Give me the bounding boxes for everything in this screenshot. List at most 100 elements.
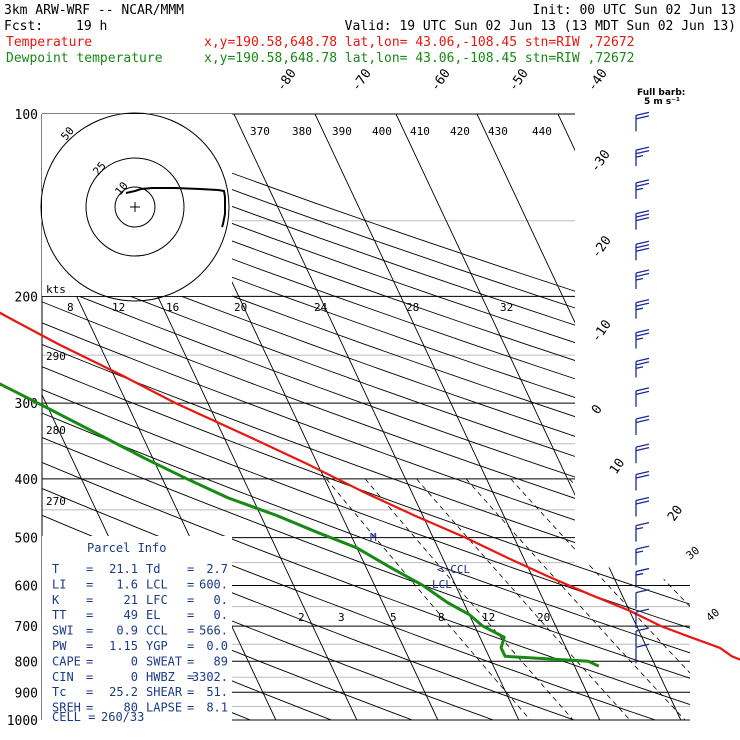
parcel-key-CCL: CCL xyxy=(146,624,168,638)
isotherm-label-9: 10 xyxy=(607,456,628,477)
parcel-key-SWEAT: SWEAT xyxy=(146,654,182,668)
wind-barb-458 xyxy=(635,496,650,517)
hodograph-ring-10 xyxy=(114,186,156,228)
dewpoint-location: x,y=190.58,648.78 lat,lon= 43.06,-108.45… xyxy=(204,51,634,66)
temperature-trace xyxy=(0,311,740,661)
mixing-label-24: 24 xyxy=(314,301,328,314)
isotherm-40 xyxy=(638,114,690,720)
isotherm-labels: -80 -70 -60 -50 -40 -30 -20 -10 0 10 20 xyxy=(274,66,686,524)
parcel-value-HWBZ: 3302. xyxy=(192,670,228,684)
adiabat-label-270: 270 xyxy=(46,495,66,508)
wind-barb-242 xyxy=(635,328,650,349)
parcel-value-T: 21.1 xyxy=(109,562,138,576)
isotherm-label-7: -10 xyxy=(589,317,615,345)
pressure-label-500: 500 xyxy=(15,532,38,547)
adiabat-300 xyxy=(42,114,690,720)
hodograph: 50 25 10 kts xyxy=(40,112,232,302)
isotherm-label-0: -80 xyxy=(274,66,300,94)
wind-barb-216 xyxy=(635,299,650,319)
parcel-value-LFC: 0. xyxy=(214,593,228,607)
mixing-ratio-8 xyxy=(465,478,686,720)
mixing-ratio-12 xyxy=(510,478,690,720)
parcel-eq: = xyxy=(86,577,93,591)
adiabat-390 xyxy=(42,114,690,720)
wind-barb-column xyxy=(635,111,650,664)
mixing-label-32: 32 xyxy=(500,301,513,314)
mixing-label-16: 16 xyxy=(166,301,179,314)
adiabat-370 xyxy=(42,114,690,720)
dewpoint-legend: Dewpoint temperature xyxy=(6,51,163,66)
pressure-label-1000: 1000 xyxy=(7,714,38,729)
theta-label-420: 420 xyxy=(450,125,470,138)
init-time: Init: 00 UTC Sun 02 Jun 13 xyxy=(533,3,737,18)
forecast-hour: 19 h xyxy=(76,19,107,34)
parcel-eq: = xyxy=(86,685,93,699)
parcel-key-TT: TT xyxy=(52,608,66,622)
parcel-eq: = xyxy=(187,685,194,699)
parcel-eq: = xyxy=(187,654,194,668)
parcel-value-CIN: 0 xyxy=(131,670,138,684)
parcel-value-SWEAT: 89 xyxy=(214,654,228,668)
parcel-value-CCL: 566. xyxy=(199,624,228,638)
adiabat-360 xyxy=(42,114,690,720)
wind-barb-700 xyxy=(635,608,650,629)
dewpoint-trace xyxy=(0,382,600,668)
parcel-value-EL: 0. xyxy=(214,608,228,622)
barb-legend-unit: 5 m s⁻¹ xyxy=(644,97,680,107)
parcel-key-Tc: Tc xyxy=(52,685,66,699)
pressure-axis-labels: 100 200 300 400 500 600 700 800 900 1000 xyxy=(7,108,38,729)
mixing-label-8: 8 xyxy=(67,301,74,314)
hodograph-trace xyxy=(125,187,226,228)
lower-mixing-label-8: 8 xyxy=(438,611,445,624)
parcel-key-LAPSE: LAPSE xyxy=(146,701,182,715)
adiabat-310 xyxy=(42,114,690,720)
parcel-key-HWBZ: HWBZ xyxy=(146,670,175,684)
parcel-value-SREH: 80 xyxy=(124,701,138,715)
lower-mixing-label-12: 12 xyxy=(482,611,495,624)
parcel-value-CAPE: 0 xyxy=(131,654,138,668)
parcel-eq: = xyxy=(187,577,194,591)
parcel-eq: = xyxy=(187,639,194,653)
parcel-value-PW: 1.15 xyxy=(109,639,138,653)
adiabat-290 xyxy=(42,114,690,720)
annotation-lcl: LCL xyxy=(432,578,452,591)
theta-label-390: 390 xyxy=(332,125,352,138)
pressure-label-200: 200 xyxy=(15,290,38,305)
isotherm--10 xyxy=(233,114,520,720)
parcel-key-LCL: LCL xyxy=(146,577,168,591)
parcel-eq: = xyxy=(86,624,93,638)
mixing-label-28: 28 xyxy=(406,301,419,314)
parcel-info-title: Parcel Info xyxy=(87,541,166,555)
hodograph-ring-25 xyxy=(85,157,185,257)
parcel-eq: = xyxy=(187,593,194,607)
parcel-cell-value: 260/33 xyxy=(101,710,144,724)
mixing-label-20: 20 xyxy=(234,301,247,314)
annotation-ccl: <-CCL xyxy=(437,563,470,576)
pressure-label-800: 800 xyxy=(15,655,38,670)
isobar-label-40: 40 xyxy=(704,606,723,624)
wind-barb-270 xyxy=(635,357,650,378)
wind-barb-302 xyxy=(635,387,650,407)
wind-barb-650 xyxy=(635,588,650,609)
valid-time: Valid: 19 UTC Sun 02 Jun 13 (13 MDT Sun … xyxy=(345,19,736,34)
mixing-ratio-2 xyxy=(325,478,531,720)
parcel-eq: = xyxy=(86,562,93,576)
parcel-cell-label: CELL = xyxy=(52,710,95,724)
pressure-label-900: 900 xyxy=(15,686,38,701)
wind-barb-154 xyxy=(635,210,650,230)
parcel-key-SHEAR: SHEAR xyxy=(146,685,183,699)
hodograph-ring-50 xyxy=(40,112,230,302)
lower-mixing-label-3: 3 xyxy=(338,611,345,624)
wind-barb-374 xyxy=(635,443,650,464)
wind-barb-600 xyxy=(635,567,650,588)
parcel-value-LCL: 600. xyxy=(199,577,228,591)
model-title: 3km ARW-WRF -- NCAR/MMM xyxy=(4,3,184,18)
adiabat-250 xyxy=(42,114,413,720)
parcel-eq: = xyxy=(86,670,93,684)
mixing-ratio-5 xyxy=(416,478,631,720)
theta-label-380: 380 xyxy=(292,125,312,138)
parcel-key-Td: Td xyxy=(146,562,160,576)
wind-barb-752 xyxy=(635,627,650,647)
parcel-key-PW: PW xyxy=(52,639,67,653)
mixing-label-12: 12 xyxy=(112,301,125,314)
